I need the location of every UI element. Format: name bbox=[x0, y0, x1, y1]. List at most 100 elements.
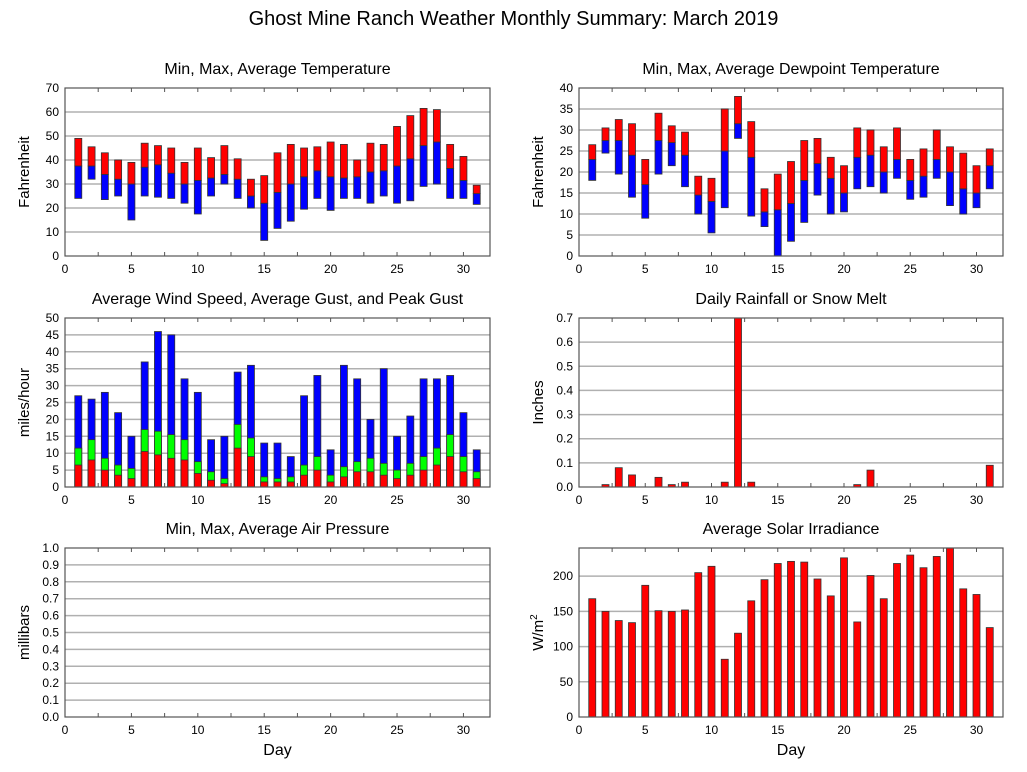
x-tick-label: 0 bbox=[576, 262, 583, 276]
bar-min-avg bbox=[260, 202, 269, 241]
bar-min-avg bbox=[74, 165, 83, 199]
bars bbox=[588, 96, 994, 257]
bar-average-wind-speed bbox=[419, 469, 428, 488]
bar-avg-max bbox=[220, 145, 229, 175]
plot-frame bbox=[578, 87, 1004, 257]
bar bbox=[707, 565, 716, 718]
bar-min-avg bbox=[800, 179, 809, 223]
y-tick-label: 0.4 bbox=[42, 642, 59, 656]
bar-avg-max bbox=[340, 143, 348, 179]
bar bbox=[893, 563, 901, 718]
bar-min-avg bbox=[932, 158, 941, 179]
y-axis-label: millibars bbox=[16, 605, 33, 660]
bar-avg-max bbox=[813, 137, 822, 164]
x-tick-label: 5 bbox=[642, 493, 649, 507]
bar-min-avg bbox=[300, 176, 308, 210]
bar-avg-max bbox=[720, 108, 729, 152]
bar-average-wind-speed bbox=[273, 481, 282, 488]
bar bbox=[720, 481, 729, 488]
bar-avg-max bbox=[114, 159, 123, 180]
bar-min-avg bbox=[919, 175, 928, 198]
x-tick-label: 10 bbox=[191, 493, 205, 507]
bar-min-avg bbox=[654, 140, 663, 175]
bar-avg-max bbox=[747, 121, 756, 158]
y-tick-label: 10 bbox=[46, 446, 60, 460]
bar-min-avg bbox=[154, 164, 162, 198]
bar-avg-max bbox=[919, 148, 928, 177]
y-tick-label: 0.3 bbox=[556, 408, 573, 422]
bar bbox=[760, 579, 769, 718]
bar bbox=[985, 464, 994, 488]
bar-avg-max bbox=[193, 147, 202, 181]
bar-min-avg bbox=[366, 171, 375, 204]
bar-avg-max bbox=[353, 159, 362, 178]
bar-average-wind-speed bbox=[300, 474, 308, 488]
chart-title: Min, Max, Average Temperature bbox=[164, 61, 390, 78]
bar-average-wind-speed bbox=[472, 478, 481, 488]
bar-avg-max bbox=[419, 108, 428, 147]
bar-min-avg bbox=[432, 141, 441, 185]
bar-avg-max bbox=[866, 129, 875, 156]
bar-avg-max bbox=[628, 123, 636, 156]
x-tick-label: 30 bbox=[457, 493, 471, 507]
bar-avg-max bbox=[959, 152, 968, 190]
bar-min-avg bbox=[114, 178, 123, 197]
bar-min-avg bbox=[972, 192, 981, 209]
y-tick-label: 0.2 bbox=[42, 676, 59, 690]
bar-avg-max bbox=[432, 109, 441, 143]
bar-average-wind-speed bbox=[207, 479, 215, 488]
bar-min-avg bbox=[813, 163, 822, 196]
chart-temp: Min, Max, Average Temperature01020304050… bbox=[16, 61, 491, 276]
x-tick-label: 0 bbox=[576, 493, 583, 507]
y-tick-label: 50 bbox=[46, 129, 60, 143]
bar bbox=[773, 563, 782, 718]
bar-min-avg bbox=[127, 183, 136, 221]
bar-average-wind-speed bbox=[247, 456, 255, 488]
chart-title: Min, Max, Average Dewpoint Temperature bbox=[642, 61, 939, 78]
y-tick-label: 35 bbox=[46, 362, 60, 376]
bar-avg-max bbox=[326, 141, 335, 178]
bar-min-avg bbox=[694, 194, 703, 215]
x-tick-label: 0 bbox=[62, 262, 69, 276]
y-tick-label: 0.1 bbox=[556, 456, 573, 470]
bar-avg-max bbox=[734, 96, 742, 125]
bar-average-wind-speed bbox=[127, 478, 136, 488]
plot-frame bbox=[64, 317, 491, 488]
bar-min-avg bbox=[140, 166, 149, 197]
y-tick-label: 15 bbox=[560, 186, 574, 200]
y-tick-label: 0 bbox=[566, 249, 573, 263]
x-axis-label: Day bbox=[777, 742, 805, 759]
bar-min-avg bbox=[340, 177, 348, 199]
x-tick-label: 30 bbox=[457, 262, 471, 276]
bar-min-avg bbox=[826, 177, 835, 215]
bar-min-avg bbox=[472, 193, 481, 205]
chart-dew: Min, Max, Average Dewpoint Temperature 0 5… bbox=[530, 61, 1004, 276]
plot-frame bbox=[578, 317, 1004, 488]
y-tick-label: 0.0 bbox=[556, 480, 573, 494]
bar-avg-max bbox=[207, 157, 215, 179]
bar-min-avg bbox=[459, 179, 468, 199]
bar-min-avg bbox=[406, 158, 415, 202]
y-tick-label: 40 bbox=[46, 153, 60, 167]
bar bbox=[879, 598, 888, 718]
bar-average-wind-speed bbox=[260, 481, 269, 488]
bar-avg-max bbox=[694, 175, 703, 196]
y-tick-label: 40 bbox=[46, 345, 60, 359]
bar-min-avg bbox=[866, 154, 875, 188]
bar-average-wind-speed bbox=[100, 469, 109, 488]
bar-average-wind-speed bbox=[87, 459, 96, 488]
bar-min-avg bbox=[247, 195, 255, 209]
x-tick-label: 10 bbox=[705, 493, 719, 507]
chart-solar: Average Solar Irradiance 0 50 100 150 200 0 5 10… bbox=[529, 521, 1004, 759]
bar bbox=[628, 622, 636, 718]
plot-frame bbox=[64, 547, 491, 718]
y-axis-label-base: W/m bbox=[530, 620, 547, 651]
bar-min-avg bbox=[787, 203, 795, 242]
bar-avg-max bbox=[472, 184, 481, 194]
bar-min-avg bbox=[628, 154, 636, 198]
bar-average-wind-speed bbox=[313, 469, 322, 488]
bar-avg-max bbox=[800, 140, 809, 181]
bar bbox=[747, 481, 756, 488]
x-tick-label: 30 bbox=[970, 723, 984, 737]
y-tick-label: 0.5 bbox=[556, 359, 573, 373]
